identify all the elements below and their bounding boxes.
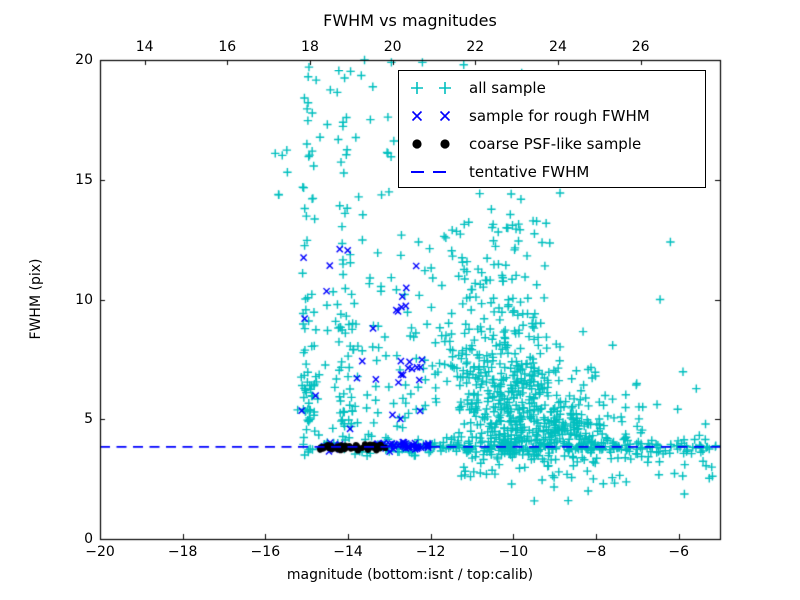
x-tick-label-top: 22	[466, 39, 485, 55]
legend-label: tentative FWHM	[469, 163, 590, 181]
x-tick-label-top: 16	[218, 39, 237, 55]
legend-label: coarse PSF-like sample	[469, 135, 642, 153]
legend-entry-tentative-fwhm: tentative FWHM	[407, 158, 705, 186]
x-tick-label-top: 26	[631, 39, 650, 55]
x-tick-label-bottom: −20	[85, 544, 115, 560]
plus-marker-icon	[411, 82, 451, 94]
cross-marker-icon	[411, 110, 451, 122]
y-tick-label: 5	[84, 411, 93, 428]
x-tick-label-top: 14	[135, 39, 154, 55]
x-tick-label-bottom: −10	[498, 544, 529, 560]
y-tick-label: 0	[84, 531, 93, 547]
legend-entry-psf-like: coarse PSF-like sample	[407, 130, 705, 158]
x-tick-label-bottom: −8	[585, 544, 607, 560]
x-tick-label-bottom: −16	[250, 544, 281, 560]
y-axis-label: FWHM (pix)	[28, 258, 44, 340]
legend-entry-rough-fwhm: sample for rough FWHM	[407, 102, 705, 130]
x-tick-label-bottom: −12	[415, 544, 446, 560]
x-axis-label: magnitude (bottom:isnt / top:calib)	[286, 567, 534, 583]
legend: all sample sample for rough FWHM coarse …	[398, 70, 706, 188]
legend-entry-all-sample: all sample	[407, 74, 705, 102]
chart-title: FWHM vs magnitudes	[323, 11, 497, 30]
x-tick-label-top: 24	[549, 39, 567, 55]
dashed-line-icon	[411, 171, 446, 173]
legend-label: all sample	[469, 79, 546, 97]
x-tick-label-bottom: −14	[333, 544, 363, 560]
y-tick-label: 10	[75, 291, 93, 308]
y-tick-label: 15	[75, 171, 93, 188]
y-tick-label: 20	[75, 52, 93, 68]
x-tick-label-top: 20	[383, 39, 402, 55]
dot-marker-icon	[412, 139, 450, 149]
legend-label: sample for rough FWHM	[469, 107, 650, 125]
x-tick-label-bottom: −6	[668, 544, 689, 560]
x-tick-label-bottom: −18	[167, 544, 198, 560]
x-tick-label-top: 18	[301, 39, 319, 55]
